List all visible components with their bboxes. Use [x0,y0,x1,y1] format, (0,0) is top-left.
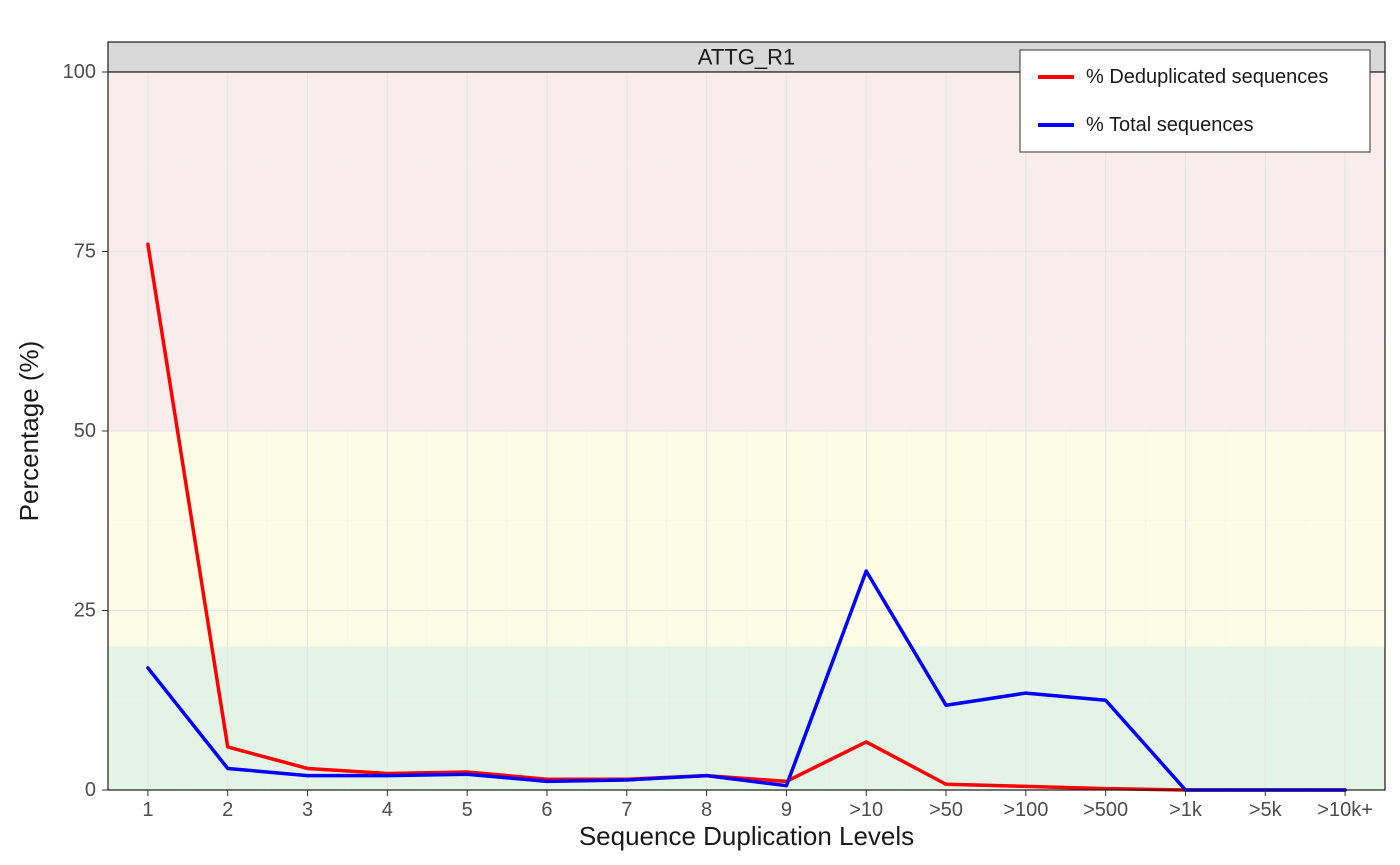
y-tick-label: 25 [74,600,96,622]
x-tick-label: >10 [849,799,883,821]
y-axis-title: Percentage (%) [14,341,44,522]
legend: % Deduplicated sequences % Total sequence… [1020,50,1370,152]
x-tick-label: >5k [1249,799,1283,821]
x-tick-label: 2 [222,799,233,821]
x-tick-label: >1k [1169,799,1203,821]
facet-title: ATTG_R1 [698,45,795,70]
x-tick-label: 1 [142,799,153,821]
x-tick-label: 8 [701,799,712,821]
chart-container: ATTG_R1 0 25 50 75 100 1 2 3 4 5 6 7 8 9 >10 >50 >100 >500… [0,0,1400,865]
x-tick-label: >10k+ [1317,799,1373,821]
chart-svg: ATTG_R1 0 25 50 75 100 1 2 3 4 5 6 7 8 9 >10 >50 >100 >500… [0,0,1400,865]
x-tick-label: 9 [781,799,792,821]
y-tick-label: 100 [63,61,96,83]
y-tick-label: 50 [74,420,96,442]
y-tick-label: 0 [85,779,96,801]
y-tick-label: 75 [74,241,96,263]
x-axis-title: Sequence Duplication Levels [579,821,914,851]
x-tick-label: 3 [302,799,313,821]
x-tick-label: 4 [382,799,393,821]
x-tick-label: >500 [1083,799,1128,821]
legend-label: % Total sequences [1086,114,1254,136]
x-tick-label: 7 [621,799,632,821]
x-tick-label: 6 [541,799,552,821]
x-tick-label: >50 [929,799,963,821]
x-tick-label: >100 [1003,799,1048,821]
x-tick-label: 5 [462,799,473,821]
legend-label: % Deduplicated sequences [1086,66,1328,88]
